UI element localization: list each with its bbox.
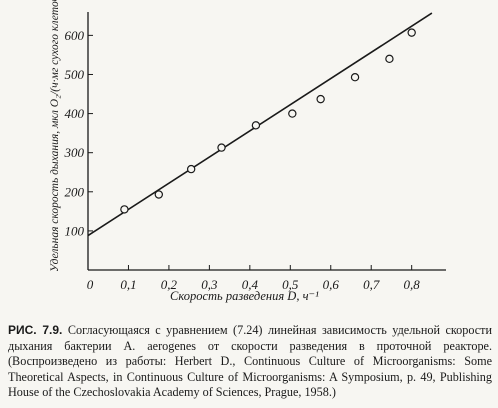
x-axis-label: Скорость разведения D, ч⁻¹ — [170, 289, 319, 303]
y-tick-label: 600 — [65, 28, 85, 43]
data-point-group — [120, 28, 416, 214]
data-point — [407, 28, 416, 37]
x-tick-label: 0 — [87, 277, 94, 292]
y-tick-label: 200 — [65, 184, 85, 199]
data-point — [186, 164, 196, 174]
data-point — [251, 121, 261, 130]
caption-text: Согласующаяся с уравнением (7.24) линейн… — [8, 323, 493, 399]
data-point — [154, 190, 164, 199]
x-tick-group: 0 0,1 0,2 0,3 0,4 0,5 0,6 0,7 0,8 — [87, 265, 421, 292]
data-point — [288, 109, 297, 118]
y-tick-label: 500 — [65, 67, 85, 82]
figure-caption: РИС. 7.9. Согласующаяся с уравнением (7.… — [8, 323, 492, 401]
y-axis-label: Удельная скорость дыхания, мкл O₂/(ч·мг … — [49, 0, 61, 272]
x-tick-label: 0,7 — [363, 277, 380, 292]
x-tick-label: 0,5 — [282, 277, 299, 292]
data-point — [120, 205, 129, 214]
x-tick-label: 0,6 — [323, 277, 340, 292]
data-point — [350, 73, 360, 82]
chart-axes — [87, 12, 446, 271]
data-point — [385, 54, 394, 64]
figure-number: РИС. 7.9. — [8, 323, 63, 337]
x-tick-label: 0,4 — [242, 277, 259, 292]
y-tick-label: 100 — [65, 223, 85, 238]
x-tick-label: 0,3 — [201, 277, 218, 292]
data-point — [316, 94, 325, 104]
y-tick-label: 400 — [65, 106, 85, 121]
y-tick-label: 300 — [64, 145, 85, 160]
x-tick-label: 0,2 — [161, 277, 178, 292]
x-tick-label: 0,8 — [404, 277, 421, 292]
data-point — [217, 143, 226, 152]
y-tick-group: 100 200 300 400 500 600 — [64, 28, 93, 238]
x-tick-label: 0,1 — [120, 277, 136, 292]
